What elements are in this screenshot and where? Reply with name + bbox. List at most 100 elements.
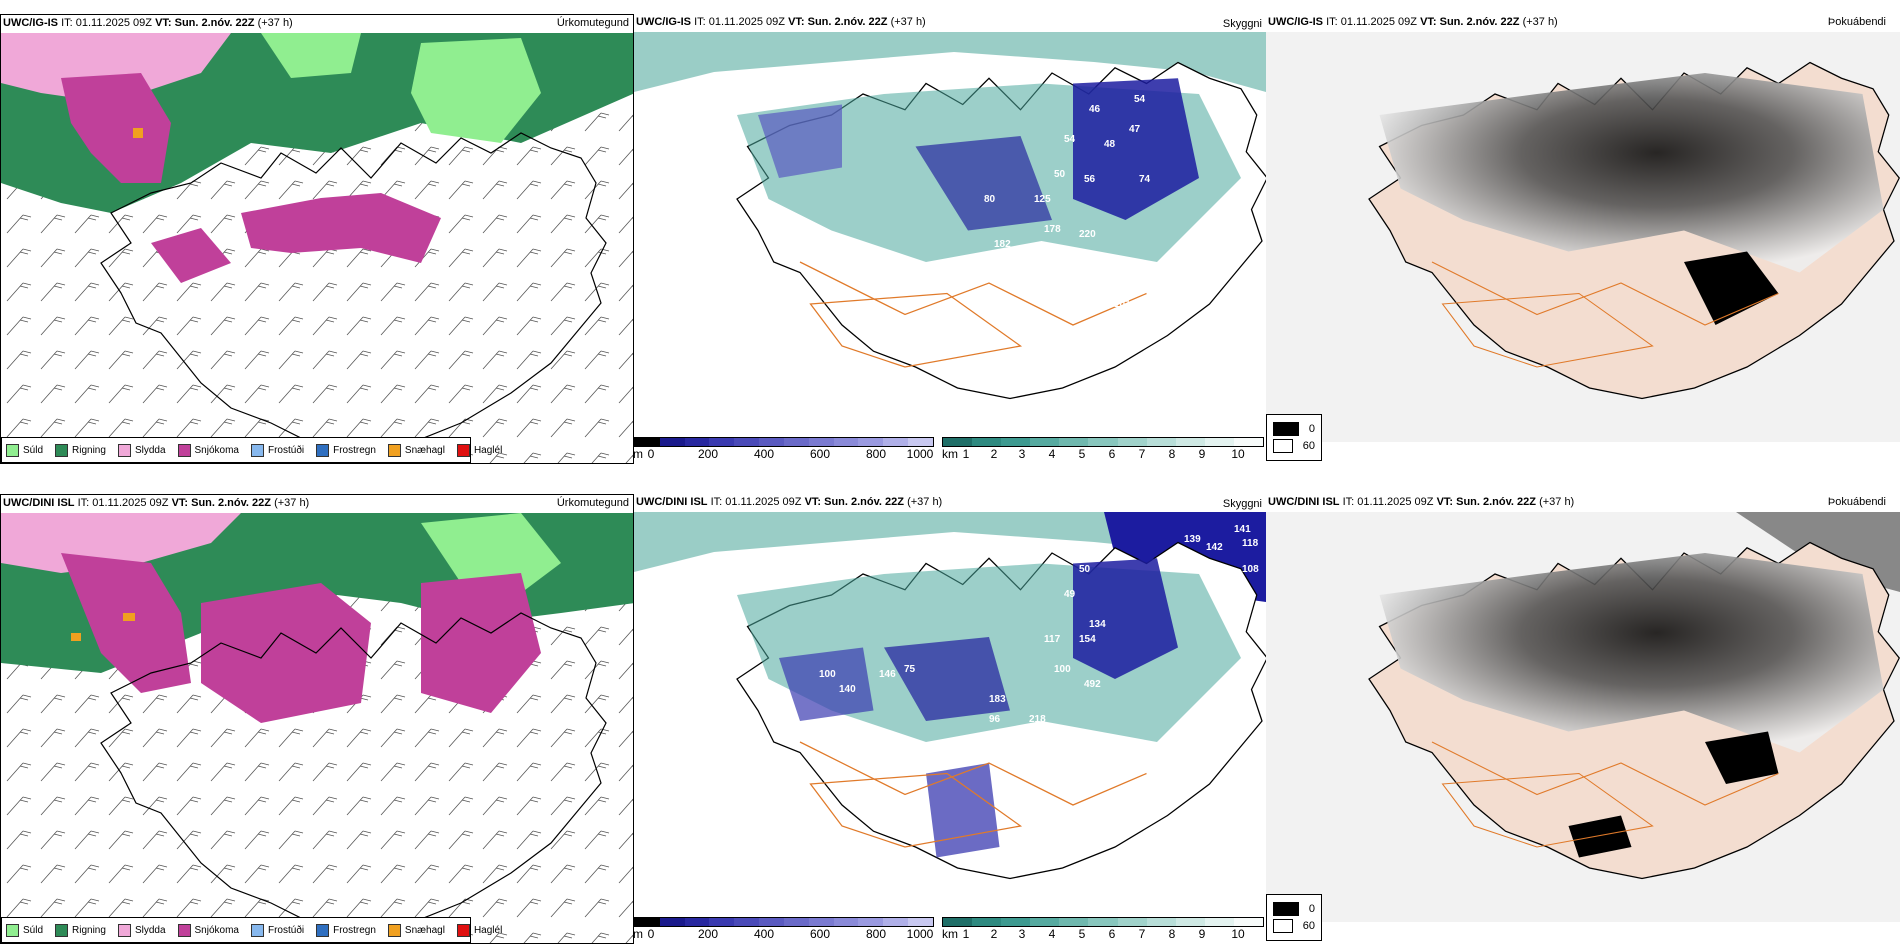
legend-swatch bbox=[117, 923, 131, 937]
tick-label: 9 bbox=[1198, 927, 1206, 941]
visibility-colorbar-bar bbox=[942, 917, 1264, 927]
ceiling-value: 154 bbox=[1079, 634, 1096, 645]
legend-item-5: Frostúði bbox=[250, 923, 304, 937]
unit-label: km bbox=[942, 927, 958, 941]
ceiling-value-labels: 141 118 142 108 139 50 49 117 154 134 10… bbox=[819, 524, 1259, 750]
panel-type-label: Þokuábendi bbox=[1827, 16, 1886, 28]
ceiling-value: 56 bbox=[1084, 174, 1096, 185]
ceiling-value: 49 bbox=[1064, 589, 1076, 600]
tick-label: 1 bbox=[962, 927, 970, 941]
legend-swatch bbox=[177, 443, 191, 457]
panel-type-label: Úrkomutegund bbox=[556, 497, 629, 509]
panel-type-label: Úrkomutegund bbox=[556, 17, 629, 29]
fog-map bbox=[1266, 512, 1900, 922]
ceiling-value: 50 bbox=[1054, 169, 1066, 180]
precip-map bbox=[1, 513, 633, 943]
ceiling-value: 125 bbox=[1034, 194, 1051, 205]
tick-label: 400 bbox=[753, 927, 775, 941]
fog-map bbox=[1266, 32, 1900, 442]
tick-label: 3 bbox=[1018, 927, 1026, 941]
ceiling-value: 182 bbox=[994, 239, 1011, 250]
unit-label: km bbox=[942, 447, 958, 461]
legend-swatch bbox=[6, 443, 19, 457]
legend-item-4: Snjókoma bbox=[177, 443, 239, 457]
panel-title: UWC/DINI ISL IT: 01.11.2025 09Z VT: Sun.… bbox=[3, 497, 310, 509]
ceiling-colorbar-ticks: m 0 200 400 600 800 1000 bbox=[634, 447, 934, 461]
ceiling-value: 54 bbox=[1134, 94, 1146, 105]
legend-swatch bbox=[177, 923, 191, 937]
legend-item-4: Snjókoma bbox=[177, 923, 239, 937]
ceiling-value: 108 bbox=[1242, 564, 1259, 575]
ceiling-colorbar-bar bbox=[634, 437, 934, 447]
ceiling-value: 220 bbox=[1079, 229, 1096, 240]
ceiling-value: 183 bbox=[989, 694, 1006, 705]
unit-label: m bbox=[634, 927, 643, 941]
fog-legend-row: 0 bbox=[1273, 422, 1315, 436]
panel-title: UWC/DINI ISL IT: 01.11.2025 09Z VT: Sun.… bbox=[1268, 496, 1575, 508]
visibility-colorbar: km 1 2 3 4 5 6 7 8 9 10 bbox=[942, 917, 1264, 941]
panel-fog-bottom: UWC/DINI ISL IT: 01.11.2025 09Z VT: Sun.… bbox=[1266, 494, 1900, 944]
visibility-map: 141 118 142 108 139 50 49 117 154 134 10… bbox=[634, 512, 1266, 880]
ceiling-colorbar-bar bbox=[634, 917, 934, 927]
legend-swatch bbox=[387, 443, 401, 457]
fog-legend-row: 60 bbox=[1273, 439, 1315, 453]
tick-label: 400 bbox=[753, 447, 775, 461]
ceiling-value: 125 bbox=[1096, 734, 1113, 745]
legend-swatch bbox=[1273, 422, 1299, 436]
panel-title: UWC/IG-IS IT: 01.11.2025 09Z VT: Sun. 2.… bbox=[3, 17, 293, 29]
tick-label: 8 bbox=[1168, 927, 1176, 941]
legend-swatch bbox=[55, 923, 69, 937]
ceiling-colorbar: m 0 200 400 600 800 1000 bbox=[634, 917, 934, 941]
tick-label: 8 bbox=[1168, 447, 1176, 461]
ceiling-value: 183 bbox=[1024, 244, 1041, 255]
legend-item-6: Frostregn bbox=[316, 923, 376, 937]
ceiling-value: 95 bbox=[1074, 304, 1086, 315]
panel-visibility-bottom: UWC/DINI ISL IT: 01.11.2025 09Z VT: Sun.… bbox=[634, 494, 1266, 944]
ceiling-value: 146 bbox=[879, 669, 896, 680]
legend-swatch bbox=[250, 923, 264, 937]
legend-swatch bbox=[1273, 439, 1293, 453]
tick-label: 1000 bbox=[906, 447, 934, 461]
legend-swatch bbox=[6, 923, 19, 937]
legend-item-7: Snæhagl bbox=[387, 923, 445, 937]
unit-label: m bbox=[634, 447, 643, 461]
legend-swatch bbox=[456, 923, 470, 937]
ceiling-value: 139 bbox=[1184, 534, 1201, 545]
tick-label: 4 bbox=[1048, 447, 1056, 461]
ceiling-value: 492 bbox=[1084, 679, 1101, 690]
legend-swatch bbox=[387, 923, 401, 937]
ceiling-colorbar-ticks: m 0 200 400 600 800 1000 bbox=[634, 927, 934, 941]
tick-label: 6 bbox=[1108, 927, 1116, 941]
ceiling-value: 117 bbox=[1044, 634, 1061, 645]
tick-label: 2 bbox=[990, 927, 998, 941]
panel-type-label: Þokuábendi bbox=[1827, 496, 1886, 508]
tick-label: 600 bbox=[809, 447, 831, 461]
ceiling-value: 98 bbox=[1144, 269, 1156, 280]
tick-label: 600 bbox=[809, 927, 831, 941]
ceiling-value: 118 bbox=[1242, 538, 1259, 549]
ceiling-value: 48 bbox=[1104, 139, 1116, 150]
ceiling-value: 100 bbox=[819, 669, 836, 680]
panel-type-label: Skyggni bbox=[1222, 498, 1262, 510]
tick-label: 800 bbox=[865, 447, 887, 461]
tick-label: 4 bbox=[1048, 927, 1056, 941]
ceiling-colorbar: m 0 200 400 600 800 1000 bbox=[634, 437, 934, 461]
precip-legend: Súld Rigning Slydda Snjókoma Frostúði Fr… bbox=[1, 917, 502, 943]
fog-legend-row: 0 bbox=[1273, 902, 1315, 916]
ceiling-value: 140 bbox=[839, 684, 856, 695]
ceiling-value: 134 bbox=[1089, 619, 1106, 630]
tick-label: 6 bbox=[1108, 447, 1116, 461]
legend-item-1: Súld bbox=[6, 923, 43, 937]
tick-label: 800 bbox=[865, 927, 887, 941]
visibility-colorbar-ticks: km 1 2 3 4 5 6 7 8 9 10 bbox=[942, 927, 1264, 941]
panel-precip-type-bottom: UWC/DINI ISL IT: 01.11.2025 09Z VT: Sun.… bbox=[0, 494, 634, 944]
legend-item-8: Haglél bbox=[456, 443, 502, 457]
panel-precip-type-top: UWC/IG-IS IT: 01.11.2025 09Z VT: Sun. 2.… bbox=[0, 14, 634, 464]
legend-item-2: Rigning bbox=[55, 443, 106, 457]
fog-legend: 0 60 bbox=[1266, 894, 1322, 941]
precip-map bbox=[1, 33, 633, 463]
ceiling-value: 46 bbox=[1089, 104, 1101, 115]
ceiling-value: 218 bbox=[1029, 714, 1046, 725]
ceiling-value: 80 bbox=[984, 194, 996, 205]
legend-item-8: Haglél bbox=[456, 923, 502, 937]
